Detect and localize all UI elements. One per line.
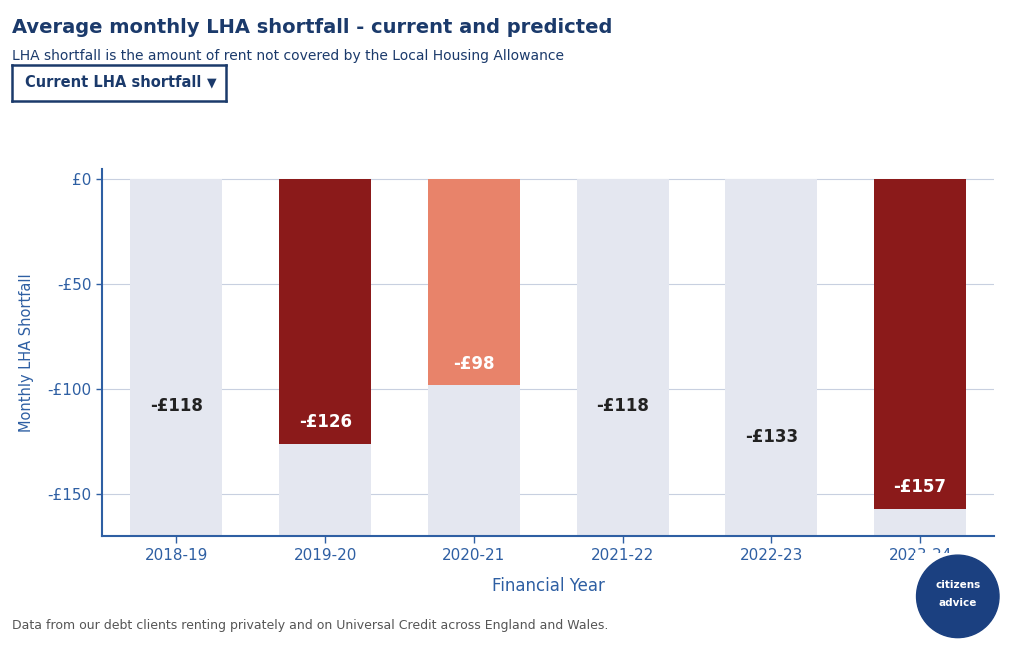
Text: Current LHA shortfall: Current LHA shortfall — [25, 75, 202, 90]
Text: ▼: ▼ — [207, 77, 216, 89]
Text: -£98: -£98 — [452, 354, 494, 372]
Circle shape — [916, 555, 998, 638]
Text: -£133: -£133 — [744, 428, 797, 446]
Text: -£157: -£157 — [893, 478, 946, 497]
Text: Data from our debt clients renting privately and on Universal Credit across Engl: Data from our debt clients renting priva… — [12, 619, 608, 632]
Bar — [427, 179, 520, 385]
Text: advice: advice — [937, 599, 976, 608]
Bar — [576, 179, 668, 536]
X-axis label: Financial Year: Financial Year — [491, 577, 604, 595]
Bar — [279, 179, 371, 444]
Bar — [427, 179, 520, 536]
Text: -£118: -£118 — [150, 396, 203, 415]
Text: citizens: citizens — [934, 580, 979, 590]
Y-axis label: Monthly LHA Shortfall: Monthly LHA Shortfall — [18, 273, 34, 432]
Bar — [873, 179, 965, 536]
Text: -£118: -£118 — [595, 396, 648, 415]
Bar — [725, 179, 816, 536]
Bar — [873, 179, 965, 509]
Text: LHA shortfall is the amount of rent not covered by the Local Housing Allowance: LHA shortfall is the amount of rent not … — [12, 49, 564, 63]
Text: -£126: -£126 — [299, 413, 352, 432]
Bar — [279, 179, 371, 536]
Bar — [130, 179, 222, 536]
Text: Average monthly LHA shortfall - current and predicted: Average monthly LHA shortfall - current … — [12, 18, 612, 37]
